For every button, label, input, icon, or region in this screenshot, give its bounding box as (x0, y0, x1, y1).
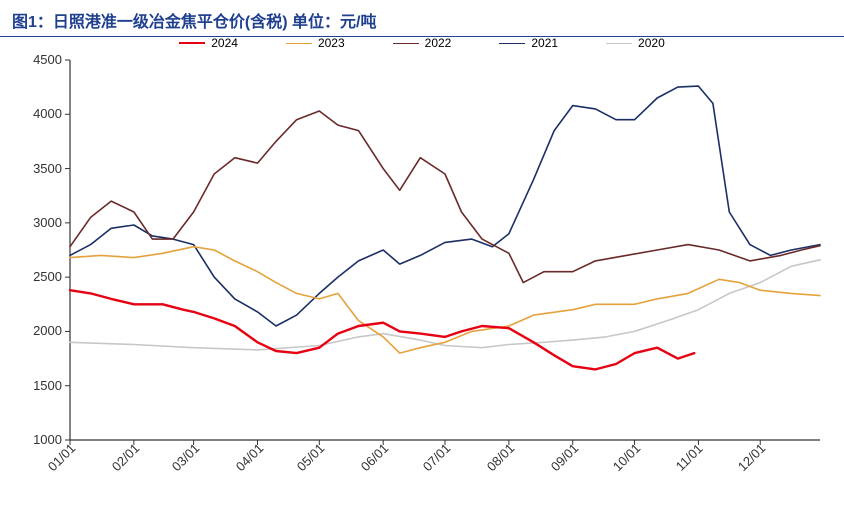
legend-item-2022: 2022 (393, 36, 452, 50)
y-tick-label: 1000 (33, 432, 62, 447)
y-tick-label: 2500 (33, 269, 62, 284)
x-tick-label: 06/01 (358, 440, 392, 474)
legend-swatch (286, 43, 312, 44)
x-tick-label: 11/01 (673, 441, 706, 474)
series-2022 (70, 111, 820, 283)
legend-label: 2024 (211, 36, 238, 50)
legend-swatch (393, 43, 419, 44)
legend-label: 2020 (638, 36, 665, 50)
y-tick-label: 3000 (33, 215, 62, 230)
chart-title: 图1：日照港准一级冶金焦平仓价(含税) 单位：元/吨 (0, 0, 844, 37)
line-chart-plot (70, 60, 820, 440)
y-tick-label: 1500 (33, 378, 62, 393)
legend-item-2020: 2020 (606, 36, 665, 50)
x-tick-label: 05/01 (294, 440, 328, 474)
legend-swatch (606, 43, 632, 44)
y-tick-label: 4000 (33, 106, 62, 121)
legend-label: 2021 (531, 36, 558, 50)
y-tick-label: 2000 (33, 323, 62, 338)
legend-label: 2023 (318, 36, 345, 50)
x-tick-label: 02/01 (109, 440, 143, 474)
x-tick-label: 09/01 (548, 440, 582, 474)
legend-item-2021: 2021 (499, 36, 558, 50)
y-tick-label: 3500 (33, 161, 62, 176)
series-2024 (70, 290, 694, 369)
legend-label: 2022 (425, 36, 452, 50)
legend-swatch (499, 43, 525, 44)
x-tick-label: 10/01 (609, 440, 643, 474)
x-tick-label: 03/01 (168, 440, 202, 474)
x-tick-label: 08/01 (484, 440, 518, 474)
series-2021 (70, 86, 820, 326)
legend-item-2023: 2023 (286, 36, 345, 50)
y-tick-label: 4500 (33, 52, 62, 67)
x-tick-label: 07/01 (420, 440, 454, 474)
legend: 2024 2023 2022 2021 2020 (0, 36, 844, 50)
legend-item-2024: 2024 (179, 36, 238, 50)
x-tick-label: 12/01 (735, 440, 769, 474)
chart-container: 图1：日照港准一级冶金焦平仓价(含税) 单位：元/吨 2024202320222… (0, 0, 844, 520)
legend-swatch (179, 42, 205, 44)
x-tick-label: 04/01 (232, 440, 266, 474)
